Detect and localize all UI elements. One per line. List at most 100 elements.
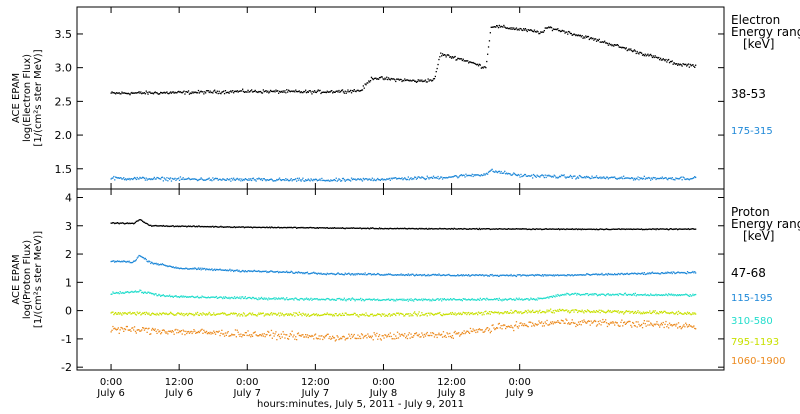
data-point bbox=[691, 64, 693, 66]
data-point bbox=[635, 321, 637, 323]
data-point bbox=[306, 91, 309, 93]
data-point bbox=[151, 225, 153, 227]
data-point bbox=[577, 35, 579, 37]
data-point bbox=[348, 272, 350, 274]
data-point bbox=[568, 294, 571, 296]
electron-y-axis-label: ACE EPAM bbox=[11, 73, 22, 123]
data-point bbox=[400, 78, 402, 81]
data-point bbox=[414, 274, 417, 276]
data-point bbox=[187, 90, 190, 92]
data-point bbox=[148, 178, 150, 180]
data-point bbox=[669, 228, 672, 230]
data-point bbox=[512, 327, 514, 329]
data-point bbox=[211, 314, 213, 316]
data-point bbox=[237, 91, 239, 93]
data-point bbox=[481, 66, 483, 68]
data-point bbox=[659, 177, 662, 179]
data-point bbox=[659, 177, 661, 180]
data-point bbox=[220, 296, 222, 298]
data-point bbox=[187, 268, 190, 270]
data-point bbox=[459, 299, 462, 301]
data-point bbox=[170, 180, 173, 182]
data-point bbox=[133, 329, 135, 331]
data-point bbox=[537, 228, 539, 230]
data-point bbox=[659, 228, 662, 230]
data-point bbox=[549, 274, 551, 276]
data-point bbox=[686, 273, 688, 275]
data-point bbox=[616, 228, 618, 230]
data-point bbox=[449, 313, 451, 315]
data-point bbox=[164, 178, 166, 180]
data-point bbox=[268, 297, 270, 299]
data-point bbox=[624, 48, 627, 50]
data-point bbox=[131, 262, 133, 264]
data-point bbox=[138, 329, 140, 331]
data-point bbox=[156, 263, 158, 266]
data-point bbox=[186, 312, 188, 315]
data-point bbox=[260, 313, 263, 315]
data-point bbox=[500, 274, 502, 277]
data-point bbox=[435, 334, 437, 336]
data-point bbox=[693, 65, 695, 67]
data-point bbox=[160, 178, 162, 180]
data-point bbox=[492, 324, 494, 326]
data-point bbox=[601, 310, 603, 312]
data-point bbox=[679, 294, 681, 297]
data-point bbox=[685, 178, 687, 181]
data-point bbox=[593, 177, 595, 179]
data-point bbox=[536, 310, 538, 312]
data-point bbox=[448, 335, 450, 338]
data-point bbox=[632, 272, 634, 275]
data-point bbox=[220, 93, 222, 95]
data-point bbox=[650, 55, 653, 57]
data-point bbox=[128, 260, 130, 262]
data-point bbox=[464, 176, 466, 178]
data-point bbox=[144, 327, 146, 330]
data-point bbox=[385, 78, 387, 80]
data-point bbox=[261, 333, 264, 335]
data-point bbox=[574, 309, 576, 311]
data-point bbox=[409, 337, 411, 339]
data-point bbox=[322, 91, 324, 93]
data-point bbox=[461, 331, 463, 334]
data-point bbox=[556, 176, 558, 178]
data-point bbox=[258, 312, 260, 314]
data-point bbox=[323, 91, 326, 93]
data-point bbox=[351, 273, 354, 275]
data-point bbox=[434, 334, 436, 336]
data-point bbox=[117, 92, 119, 94]
data-point bbox=[550, 321, 552, 323]
data-point bbox=[512, 173, 514, 175]
data-point bbox=[221, 91, 223, 93]
data-point bbox=[636, 294, 638, 296]
data-point bbox=[430, 312, 432, 314]
data-point bbox=[488, 328, 491, 330]
data-point bbox=[369, 335, 372, 337]
data-point bbox=[558, 321, 560, 323]
data-point bbox=[318, 335, 320, 337]
data-point bbox=[258, 297, 260, 299]
data-point bbox=[506, 228, 509, 230]
data-point bbox=[437, 175, 439, 178]
data-point bbox=[314, 179, 316, 181]
data-point bbox=[600, 41, 602, 43]
data-point bbox=[562, 174, 564, 177]
data-point bbox=[404, 315, 406, 317]
data-point bbox=[487, 327, 489, 329]
data-point bbox=[594, 293, 596, 295]
data-point bbox=[226, 91, 228, 94]
data-point bbox=[546, 174, 548, 177]
data-point bbox=[351, 336, 354, 338]
data-point bbox=[660, 228, 663, 230]
data-point bbox=[328, 273, 330, 275]
data-point bbox=[318, 314, 320, 317]
data-point bbox=[340, 314, 342, 317]
data-point bbox=[215, 92, 218, 94]
data-point bbox=[369, 273, 371, 275]
data-point bbox=[636, 311, 638, 313]
data-point bbox=[296, 333, 299, 335]
data-point bbox=[632, 228, 635, 230]
data-point bbox=[598, 323, 600, 325]
data-point bbox=[357, 89, 359, 91]
data-point bbox=[602, 310, 604, 312]
